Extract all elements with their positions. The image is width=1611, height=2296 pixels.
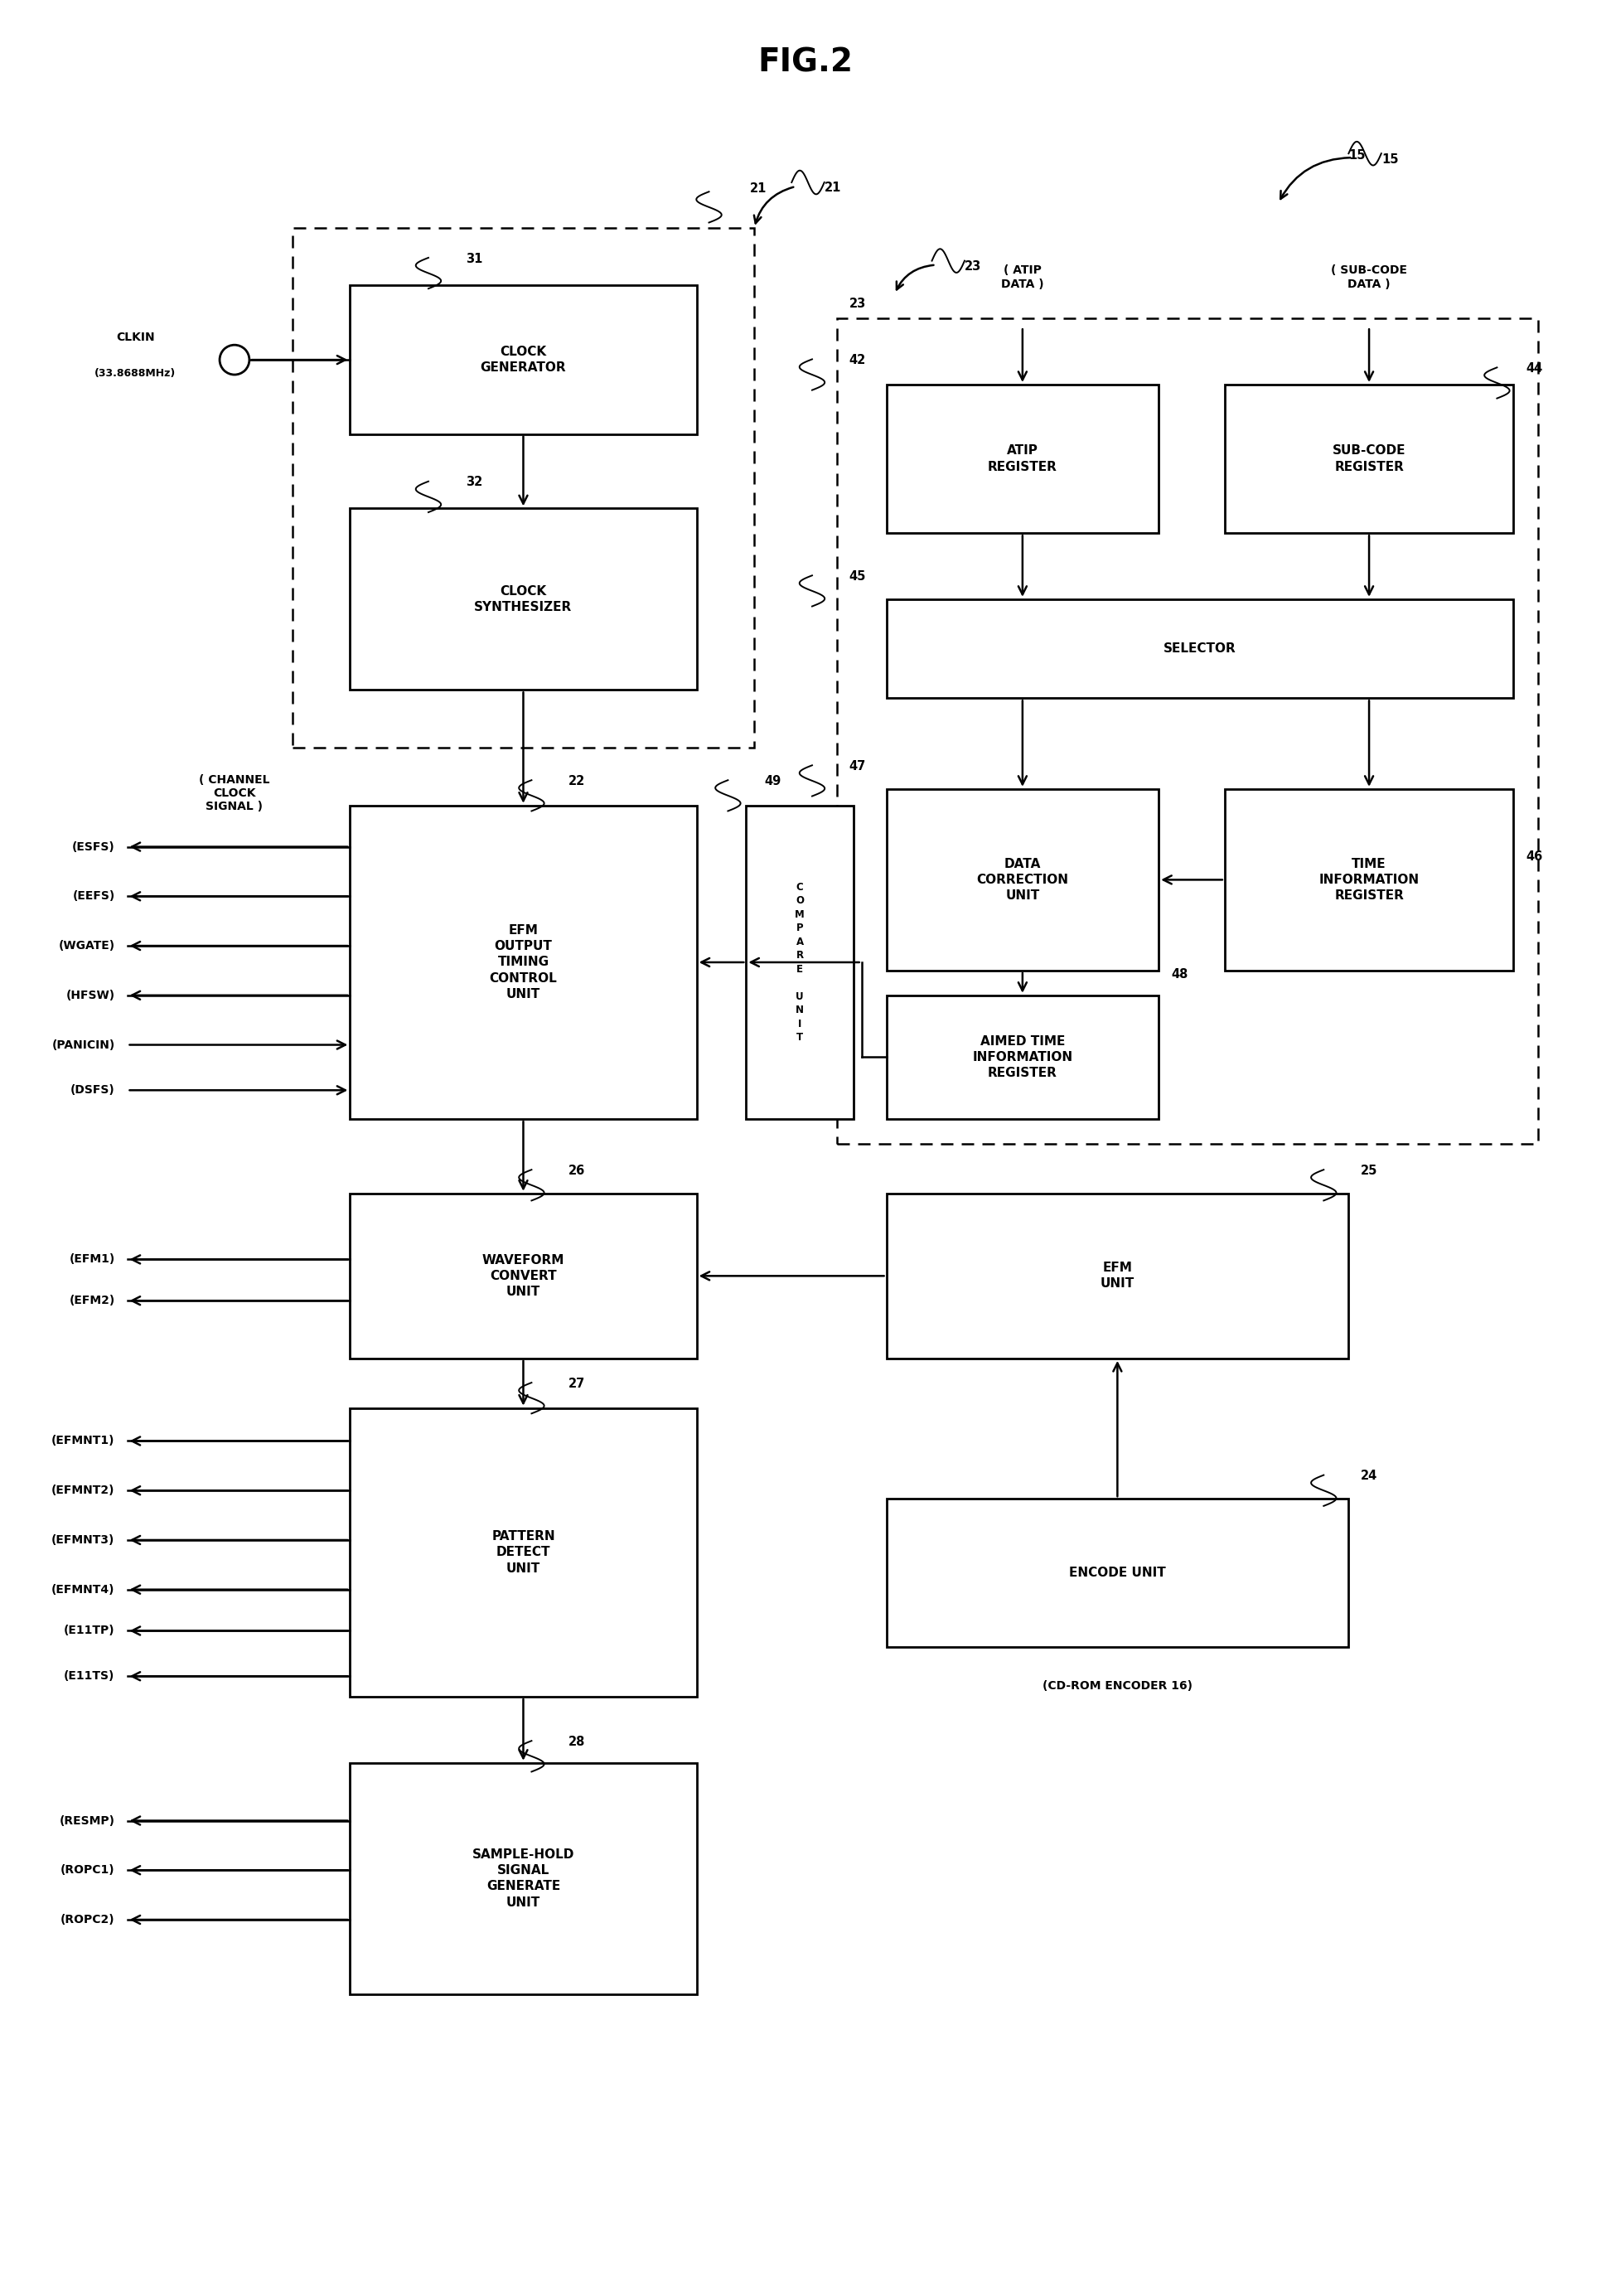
- Bar: [350, 1407, 696, 1697]
- Text: (DSFS): (DSFS): [71, 1084, 114, 1095]
- Text: (E11TS): (E11TS): [64, 1671, 114, 1683]
- Text: 15: 15: [1348, 149, 1366, 161]
- Text: (EFMNT1): (EFMNT1): [52, 1435, 114, 1446]
- Text: 42: 42: [849, 354, 867, 367]
- Text: 49: 49: [764, 774, 781, 788]
- Text: (ROPC2): (ROPC2): [61, 1915, 114, 1926]
- Text: AIMED TIME
INFORMATION
REGISTER: AIMED TIME INFORMATION REGISTER: [973, 1035, 1073, 1079]
- Bar: [886, 1194, 1348, 1359]
- Bar: [350, 806, 696, 1118]
- Bar: [886, 599, 1513, 698]
- Bar: [350, 285, 696, 434]
- Text: (CD-ROM ENCODER 16): (CD-ROM ENCODER 16): [1042, 1681, 1192, 1692]
- Text: 15: 15: [1382, 154, 1398, 165]
- Text: (HFSW): (HFSW): [66, 990, 114, 1001]
- Text: (ROPC1): (ROPC1): [61, 1864, 114, 1876]
- Text: SUB-CODE
REGISTER: SUB-CODE REGISTER: [1332, 445, 1406, 473]
- Bar: [886, 383, 1158, 533]
- Bar: [836, 319, 1539, 1143]
- Text: 28: 28: [569, 1736, 585, 1747]
- Text: (ESFS): (ESFS): [72, 840, 114, 852]
- Text: 21: 21: [751, 181, 767, 195]
- Text: CLKIN: CLKIN: [116, 331, 155, 344]
- Text: (EFM1): (EFM1): [69, 1254, 114, 1265]
- Text: SAMPLE-HOLD
SIGNAL
GENERATE
UNIT: SAMPLE-HOLD SIGNAL GENERATE UNIT: [472, 1848, 575, 1908]
- Text: (RESMP): (RESMP): [60, 1814, 114, 1825]
- Text: 44: 44: [1526, 363, 1543, 374]
- Text: FIG.2: FIG.2: [757, 46, 854, 78]
- Text: (E11TP): (E11TP): [64, 1626, 114, 1637]
- Text: 26: 26: [569, 1164, 585, 1178]
- Text: 47: 47: [849, 760, 867, 771]
- Bar: [350, 1194, 696, 1359]
- Text: 25: 25: [1361, 1164, 1377, 1178]
- Text: 32: 32: [466, 475, 482, 489]
- Text: EFM
UNIT: EFM UNIT: [1100, 1263, 1134, 1290]
- Text: 48: 48: [1171, 969, 1187, 980]
- Text: DATA
CORRECTION
UNIT: DATA CORRECTION UNIT: [976, 859, 1068, 902]
- Text: (EFM2): (EFM2): [69, 1295, 114, 1306]
- Text: 22: 22: [569, 774, 585, 788]
- Bar: [886, 790, 1158, 971]
- Text: 27: 27: [569, 1378, 585, 1389]
- Text: (PANICIN): (PANICIN): [52, 1040, 114, 1052]
- Text: (EFMNT2): (EFMNT2): [52, 1486, 114, 1497]
- Bar: [350, 507, 696, 689]
- Text: PATTERN
DETECT
UNIT: PATTERN DETECT UNIT: [491, 1529, 556, 1575]
- Text: CLOCK
GENERATOR: CLOCK GENERATOR: [480, 347, 565, 374]
- Text: (33.8688MHz): (33.8688MHz): [95, 367, 176, 379]
- Text: CLOCK
SYNTHESIZER: CLOCK SYNTHESIZER: [474, 585, 572, 613]
- Text: TIME
INFORMATION
REGISTER: TIME INFORMATION REGISTER: [1319, 859, 1419, 902]
- Text: 46: 46: [1526, 852, 1543, 863]
- Text: (EEFS): (EEFS): [72, 891, 114, 902]
- Text: (WGATE): (WGATE): [58, 939, 114, 951]
- Text: ATIP
REGISTER: ATIP REGISTER: [988, 445, 1057, 473]
- Text: ENCODE UNIT: ENCODE UNIT: [1070, 1566, 1166, 1580]
- Bar: [886, 994, 1158, 1118]
- Text: ( ATIP
DATA ): ( ATIP DATA ): [1000, 264, 1044, 289]
- Text: ( SUB-CODE
DATA ): ( SUB-CODE DATA ): [1331, 264, 1406, 289]
- Text: WAVEFORM
CONVERT
UNIT: WAVEFORM CONVERT UNIT: [482, 1254, 564, 1297]
- Text: 23: 23: [849, 298, 867, 310]
- Text: (EFMNT4): (EFMNT4): [52, 1584, 114, 1596]
- Text: 24: 24: [1361, 1469, 1377, 1483]
- Text: ( CHANNEL
CLOCK
SIGNAL ): ( CHANNEL CLOCK SIGNAL ): [200, 774, 271, 813]
- Text: (EFMNT3): (EFMNT3): [52, 1534, 114, 1545]
- Bar: [292, 227, 754, 748]
- Bar: [746, 806, 854, 1118]
- Text: C
O
M
P
A
R
E
 
U
N
I
T: C O M P A R E U N I T: [794, 882, 804, 1042]
- Text: EFM
OUTPUT
TIMING
CONTROL
UNIT: EFM OUTPUT TIMING CONTROL UNIT: [490, 925, 557, 1001]
- Bar: [1224, 383, 1513, 533]
- Text: 21: 21: [825, 181, 841, 195]
- Bar: [350, 1763, 696, 1993]
- Text: SELECTOR: SELECTOR: [1163, 643, 1236, 654]
- Bar: [1224, 790, 1513, 971]
- Text: 45: 45: [849, 569, 867, 583]
- Bar: [886, 1499, 1348, 1646]
- Text: 31: 31: [466, 253, 482, 264]
- Text: 23: 23: [965, 259, 981, 273]
